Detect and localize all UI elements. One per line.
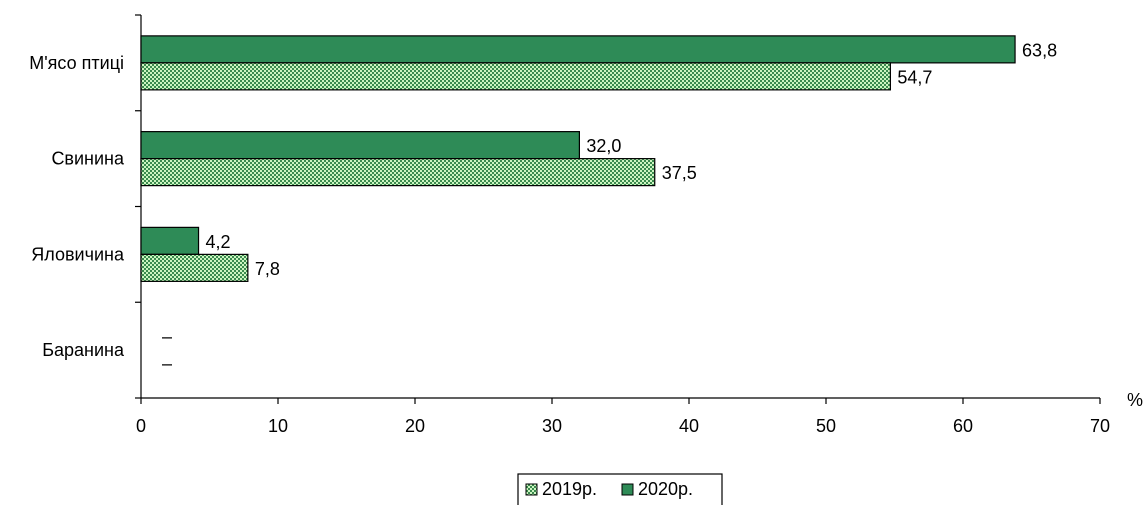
x-tick-label: 10 [268, 416, 288, 436]
x-tick-label: 20 [405, 416, 425, 436]
x-tick-label: 30 [542, 416, 562, 436]
bar-2019 [140, 62, 891, 91]
x-axis-unit-label: % [1127, 390, 1143, 410]
bar-2020 [140, 131, 580, 160]
x-tick-label: 70 [1090, 416, 1110, 436]
bar-2019 [140, 253, 249, 282]
legend-swatch [621, 483, 634, 496]
legend: 2019р. 2020р. [517, 473, 723, 505]
data-label: 37,5 [662, 163, 697, 183]
data-label: 32,0 [586, 136, 621, 156]
data-label: – [162, 327, 172, 347]
data-label: 54,7 [897, 67, 932, 87]
x-tick-label: 50 [816, 416, 836, 436]
bar-2020 [140, 226, 200, 255]
data-label: 63,8 [1022, 40, 1057, 60]
bar-2019 [140, 158, 656, 187]
legend-swatch [525, 483, 538, 496]
category-labels: М'ясо птиці Свинина Яловичина Баранина [29, 53, 125, 360]
x-tick-label: 40 [679, 416, 699, 436]
bars [140, 35, 1016, 282]
legend-box [517, 473, 723, 505]
data-label: 4,2 [206, 232, 231, 252]
x-tick-label: 0 [136, 416, 146, 436]
x-axis-ticks: 0 10 20 30 40 50 60 70 [136, 398, 1110, 436]
y-axis-ticks [135, 14, 141, 399]
category-label: Баранина [42, 340, 125, 360]
legend-entry: 2020р. [638, 479, 693, 499]
data-label: – [162, 354, 172, 374]
category-label: Свинина [51, 149, 125, 169]
data-label: 7,8 [255, 259, 280, 279]
bar-2020 [140, 35, 1016, 64]
category-label: М'ясо птиці [29, 53, 124, 73]
data-labels: 63,8 32,0 4,2 – 54,7 37,5 7,8 – [162, 40, 1057, 373]
category-label: Яловичина [31, 244, 125, 264]
legend-entry: 2019р. [542, 479, 597, 499]
x-tick-label: 60 [953, 416, 973, 436]
plot-area: 0 10 20 30 40 50 60 70 М'ясо птиці Свинина Ялович… [29, 14, 1143, 436]
